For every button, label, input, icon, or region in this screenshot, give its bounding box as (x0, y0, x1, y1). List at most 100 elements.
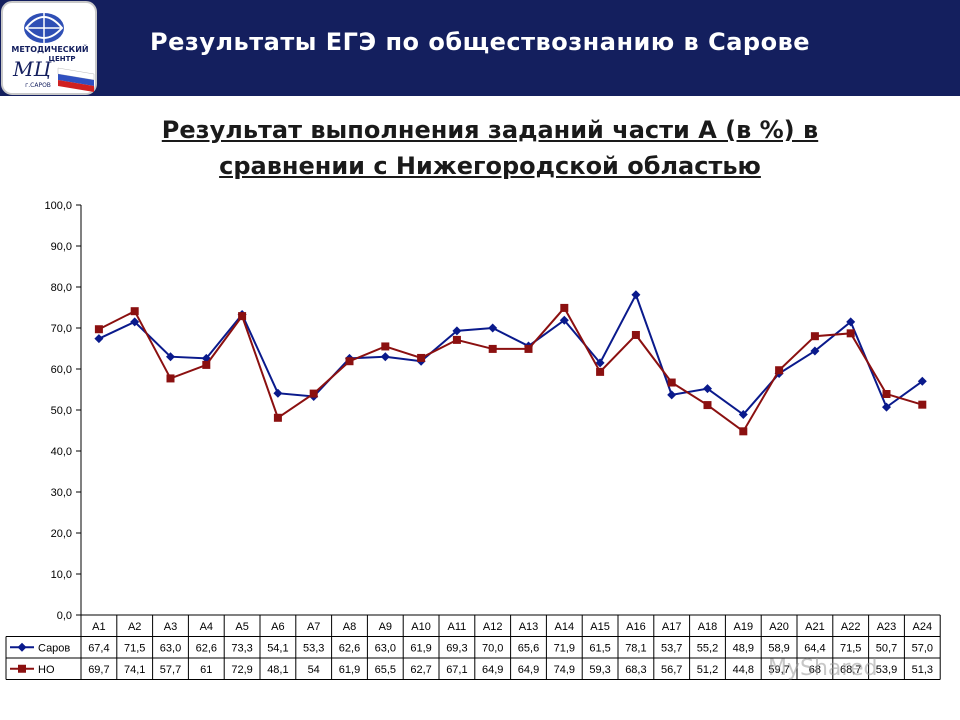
table-value-cell: 57,7 (160, 664, 181, 676)
data-point-no (775, 366, 784, 375)
svg-text:МЕТОДИЧЕСКИЙ: МЕТОДИЧЕСКИЙ (11, 43, 88, 54)
data-point-no (130, 307, 139, 316)
legend-label: НО (38, 664, 55, 676)
table-value-cell: 68,7 (840, 664, 861, 676)
table-value-cell: 67,4 (88, 642, 109, 654)
chart-title-line-2: сравнении с Нижегородской областью (219, 152, 761, 180)
methodical-center-logo: МЕТОДИЧЕСКИЙ ЦЕНТР МЦ г.САРОВ (1, 1, 97, 95)
table-value-cell: 61,9 (410, 642, 431, 654)
x-category-label: A8 (343, 621, 356, 633)
data-point-no (381, 342, 390, 351)
table-value-cell: 44,8 (733, 664, 754, 676)
data-point-no (631, 330, 640, 339)
table-value-cell: 64,9 (518, 664, 539, 676)
table-value-cell: 55,2 (697, 642, 718, 654)
data-point-no (238, 312, 247, 321)
x-category-label: A3 (164, 621, 177, 633)
data-point-no (488, 344, 497, 353)
y-tick-label: 60,0 (51, 364, 72, 376)
table-value-cell: 68 (809, 664, 821, 676)
watermark: MyShared (768, 656, 878, 681)
data-point-sarov (882, 402, 891, 412)
series-line-sarov (98, 292, 923, 416)
table-value-cell: 50,7 (876, 642, 897, 654)
table-value-cell: 53,3 (303, 642, 324, 654)
y-tick-label: 50,0 (51, 405, 72, 417)
data-point-no (846, 329, 855, 338)
data-point-no (560, 303, 569, 312)
data-point-sarov (738, 410, 748, 420)
legend-marker-square (18, 664, 26, 673)
table-value-cell: 65,5 (375, 664, 396, 676)
data-point-no (94, 325, 103, 334)
table-value-cell: 62,7 (410, 664, 431, 676)
data-point-sarov (488, 323, 498, 333)
x-category-label: A19 (734, 621, 754, 633)
x-category-label: A11 (448, 621, 467, 633)
table-value-cell: 59,3 (589, 664, 610, 676)
data-point-sarov (846, 317, 856, 327)
table-value-cell: 72,9 (231, 664, 252, 676)
data-point-no (596, 367, 605, 376)
chart-title-line-1: Результат выполнения заданий части А (в … (161, 116, 819, 144)
data-point-sarov (703, 384, 712, 394)
table-value-cell: 56,7 (661, 664, 682, 676)
data-point-no (166, 374, 175, 383)
header-bar: МЕТОДИЧЕСКИЙ ЦЕНТР МЦ г.САРОВ Результаты… (0, 0, 960, 96)
table-value-cell: 64,9 (482, 664, 503, 676)
data-point-no (810, 332, 819, 341)
x-category-label: A12 (483, 621, 503, 633)
data-point-sarov (917, 376, 927, 386)
table-value-cell: 71,5 (840, 642, 861, 654)
svg-text:г.САРОВ: г.САРОВ (25, 82, 51, 89)
data-point-no (417, 353, 426, 362)
data-point-no (309, 389, 318, 398)
data-point-no (202, 360, 211, 369)
x-category-label: A21 (805, 621, 825, 633)
table-value-cell: 62,6 (196, 642, 217, 654)
data-point-sarov (94, 334, 104, 344)
x-category-label: A15 (590, 621, 610, 633)
x-category-label: A13 (519, 621, 539, 633)
table-value-cell: 51,3 (912, 664, 933, 676)
data-point-sarov (130, 317, 140, 327)
y-tick-label: 40,0 (51, 446, 72, 458)
table-value-cell: 53,7 (661, 642, 682, 654)
x-category-label: A1 (92, 621, 105, 633)
data-point-no (918, 400, 927, 409)
x-category-label: A9 (379, 621, 392, 633)
y-tick-label: 100,0 (44, 200, 72, 212)
chart-title: Результат выполнения заданий части А (в … (60, 112, 920, 184)
legend-marker-diamond (17, 642, 27, 652)
data-point-no (345, 357, 354, 366)
table-value-cell: 68,3 (625, 664, 646, 676)
legend-label: Саров (38, 642, 70, 654)
table-value-cell: 62,6 (339, 642, 360, 654)
x-category-label: A14 (555, 621, 575, 633)
x-category-label: A22 (841, 621, 861, 633)
table-value-cell: 69,3 (446, 642, 467, 654)
y-tick-label: 20,0 (51, 528, 72, 540)
series-line-no (98, 306, 923, 433)
table-value-cell: 63,0 (160, 642, 181, 654)
svg-text:МЦ: МЦ (12, 57, 52, 81)
table-value-cell: 70,0 (482, 642, 503, 654)
svg-text:ЦЕНТР: ЦЕНТР (48, 55, 75, 63)
table-value-cell: 59,7 (768, 664, 789, 676)
y-tick-label: 0,0 (57, 610, 72, 622)
data-point-sarov (559, 315, 569, 325)
table-value-cell: 54 (308, 664, 320, 676)
data-point-sarov (631, 290, 641, 300)
data-point-sarov (452, 326, 462, 336)
table-value-cell: 78,1 (625, 642, 646, 654)
table-value-cell: 64,4 (804, 642, 825, 654)
x-category-label: A5 (235, 621, 248, 633)
x-category-label: A20 (769, 621, 789, 633)
table-value-cell: 58,9 (768, 642, 789, 654)
x-category-label: A16 (626, 621, 646, 633)
x-category-label: A17 (662, 621, 682, 633)
data-point-no (452, 335, 461, 344)
x-category-label: A23 (877, 621, 897, 633)
data-point-sarov (380, 352, 390, 362)
y-tick-label: 90,0 (51, 241, 72, 253)
